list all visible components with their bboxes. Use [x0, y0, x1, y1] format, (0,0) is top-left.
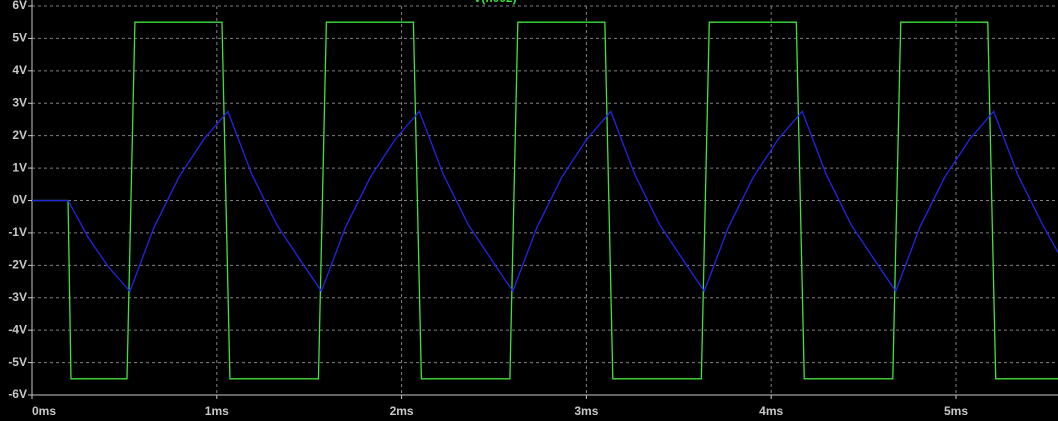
- trace: [32, 21, 1058, 380]
- y-tick-label: -2V: [8, 258, 27, 272]
- y-tick-label: -4V: [8, 322, 27, 336]
- y-tick-label: -3V: [8, 290, 27, 304]
- x-tick-label: 5ms: [944, 404, 968, 418]
- y-tick-label: 4V: [12, 63, 27, 77]
- trace: [32, 110, 1058, 293]
- y-tick-label: 1V: [12, 160, 27, 174]
- y-tick-label: -6V: [8, 387, 27, 401]
- y-tick-label: 5V: [12, 31, 27, 45]
- y-tick-label: -1V: [8, 225, 27, 239]
- x-tick-label: 2ms: [390, 404, 414, 418]
- x-tick-label: 4ms: [759, 404, 783, 418]
- x-tick-label: 0ms: [32, 404, 56, 418]
- x-tick-label: 3ms: [574, 404, 598, 418]
- y-tick-label: 6V: [12, 0, 27, 12]
- y-tick-label: 3V: [12, 95, 27, 109]
- x-tick-label: 1ms: [205, 404, 229, 418]
- y-tick-label: 2V: [12, 128, 27, 142]
- y-tick-label: -5V: [8, 355, 27, 369]
- y-tick-label: 0V: [12, 193, 27, 207]
- trace-label: V(n002): [473, 0, 516, 5]
